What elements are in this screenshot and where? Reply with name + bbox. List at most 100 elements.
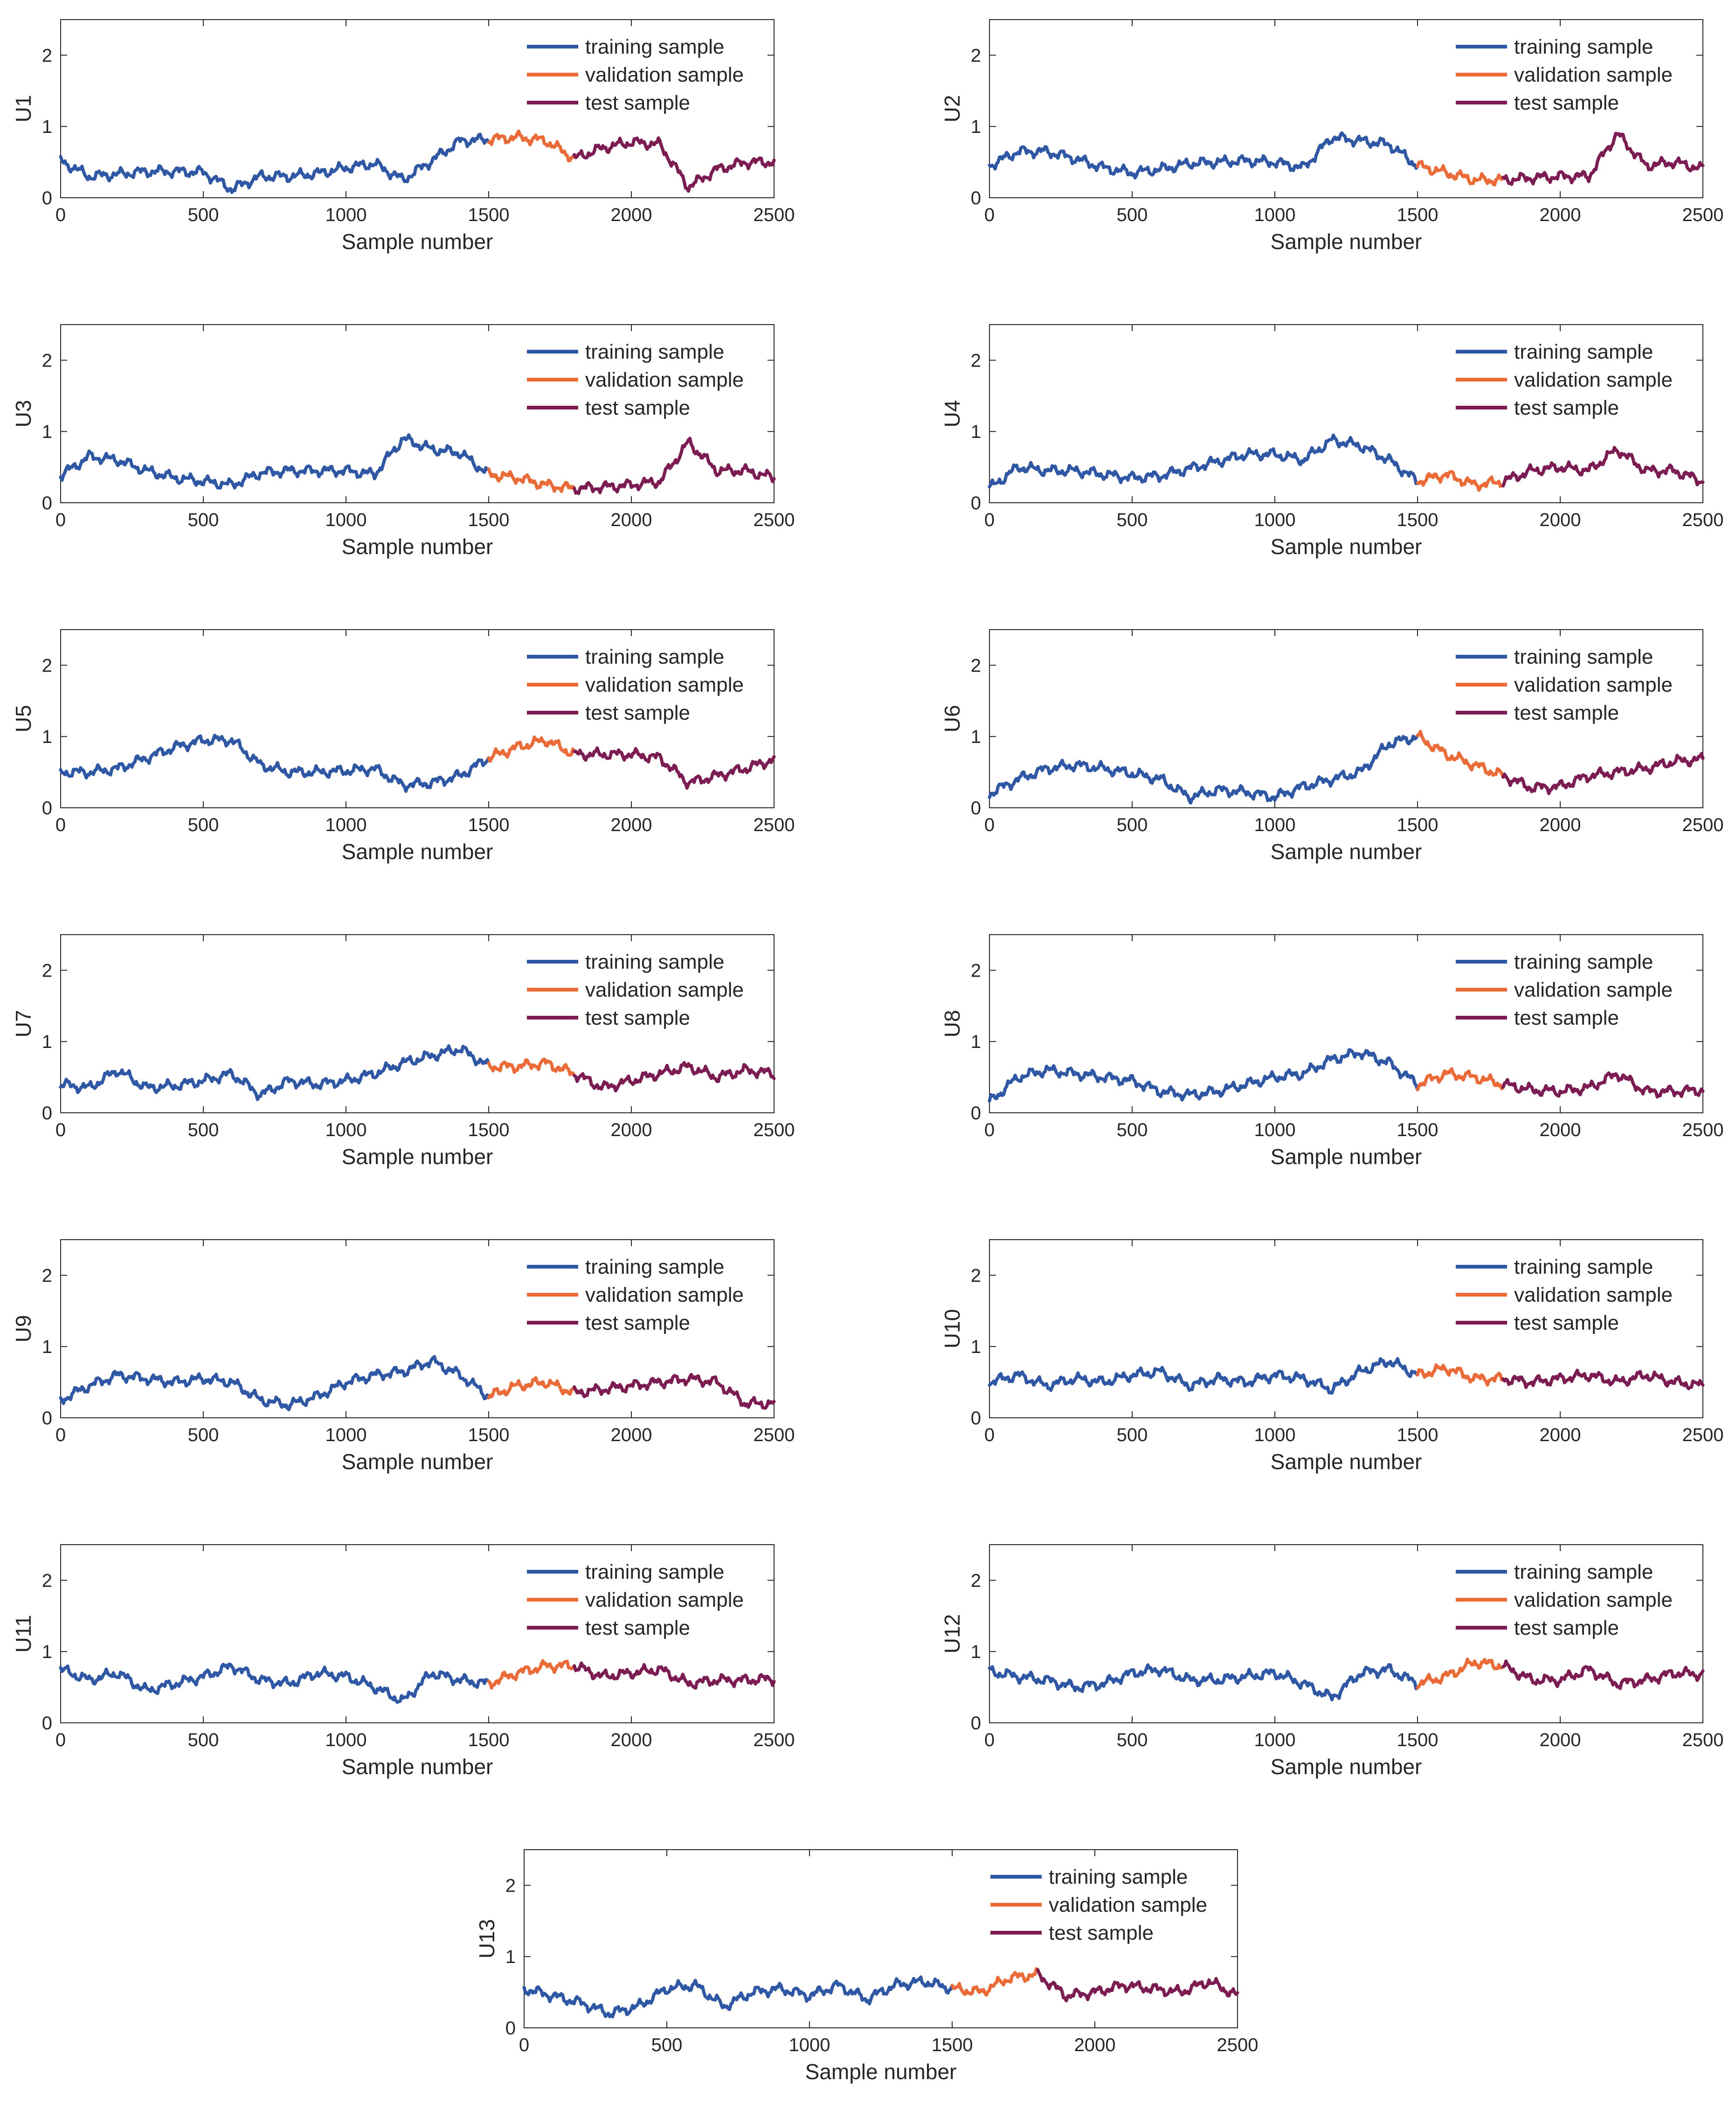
legend-label: training sample — [1514, 1561, 1653, 1583]
x-tick-label: 2000 — [611, 1120, 652, 1140]
x-tick-label: 2500 — [1682, 510, 1724, 530]
x-tick-label: 2500 — [1682, 1425, 1724, 1445]
panel-u10: 0 500 1000 1500 2000 2500 0 1 2 Sample number U10 t… — [940, 1239, 1724, 1474]
axes-box — [60, 324, 775, 503]
validation-series-line — [487, 1659, 576, 1690]
training-series-line — [59, 132, 491, 194]
y-axis-label: U1 — [11, 95, 35, 123]
x-tick-label: 2500 — [754, 815, 795, 835]
x-tick-label: 500 — [188, 1120, 219, 1140]
x-tick-label: 500 — [1117, 1120, 1148, 1140]
x-tick-label: 1000 — [325, 1730, 367, 1750]
x-tick-label: 500 — [188, 205, 219, 225]
legend-label: training sample — [585, 1561, 724, 1583]
legend-label: training sample — [1514, 35, 1653, 58]
legend-label: test sample — [1514, 701, 1619, 724]
y-tick-label: 1 — [505, 1947, 516, 1967]
x-tick-label: 500 — [1117, 510, 1148, 530]
legend-label: validation sample — [1514, 368, 1673, 391]
x-tick-label: 0 — [984, 1730, 995, 1750]
y-axis-label: U10 — [940, 1309, 964, 1348]
x-tick-label: 2000 — [611, 205, 652, 225]
legend-label: test sample — [585, 396, 690, 419]
x-tick-label: 500 — [1117, 815, 1148, 835]
x-tick-label: 1000 — [325, 815, 367, 835]
test-series-line — [1036, 1968, 1239, 2003]
training-series-line — [988, 734, 1419, 805]
validation-series-line — [487, 1376, 576, 1400]
x-tick-label: 500 — [1117, 205, 1148, 225]
y-axis-label: U2 — [940, 95, 964, 123]
x-axis-label: Sample number — [805, 2060, 957, 2084]
x-axis-label: Sample number — [342, 839, 493, 864]
x-tick-label: 500 — [188, 1730, 219, 1750]
legend-label: test sample — [1514, 91, 1619, 114]
legend-label: validation sample — [585, 673, 744, 696]
x-tick-label: 1000 — [1254, 205, 1296, 225]
axes-box — [60, 19, 775, 198]
y-tick-label: 2 — [971, 960, 981, 981]
y-axis-label: U8 — [940, 1010, 964, 1038]
test-series-line — [573, 1661, 776, 1690]
test-series-line — [573, 1373, 776, 1410]
y-tick-label: 2 — [42, 655, 52, 676]
x-axis-label: Sample number — [342, 534, 493, 559]
x-tick-label: 1000 — [325, 1425, 367, 1445]
x-tick-label: 2500 — [1682, 205, 1724, 225]
training-series-line — [59, 433, 491, 490]
x-tick-label: 1500 — [1397, 510, 1439, 530]
y-axis-label: U11 — [11, 1615, 35, 1653]
x-tick-label: 1500 — [1397, 815, 1439, 835]
y-tick-label: 1 — [971, 422, 981, 442]
y-tick-label: 0 — [42, 493, 52, 513]
axes-box — [989, 1239, 1703, 1418]
x-tick-label: 2500 — [1682, 1730, 1724, 1750]
validation-series-line — [1416, 470, 1505, 492]
y-tick-label: 0 — [42, 798, 52, 819]
legend-label: test sample — [1514, 1006, 1619, 1029]
legend: training sample validation sample test sam… — [527, 1561, 744, 1639]
test-series-line — [1501, 1659, 1705, 1690]
y-tick-label: 0 — [42, 188, 52, 208]
training-series-line — [59, 734, 491, 793]
y-axis-label: U6 — [940, 705, 964, 733]
x-tick-label: 2500 — [754, 1425, 795, 1445]
y-tick-label: 0 — [42, 1713, 52, 1734]
training-series-line — [59, 1044, 491, 1101]
test-series-line — [573, 1061, 776, 1093]
y-axis-label: U5 — [11, 705, 35, 733]
legend: training sample validation sample test sam… — [990, 1866, 1207, 1944]
x-tick-label: 0 — [984, 1120, 995, 1140]
x-tick-label: 500 — [651, 2035, 683, 2055]
y-axis-label: U12 — [940, 1614, 964, 1653]
x-tick-label: 1500 — [932, 2035, 973, 2055]
x-tick-label: 1000 — [1254, 510, 1296, 530]
legend-label: validation sample — [585, 978, 744, 1001]
training-series-line — [988, 433, 1419, 489]
y-tick-label: 2 — [971, 1570, 981, 1591]
test-series-line — [573, 136, 776, 193]
x-axis-label: Sample number — [1271, 229, 1422, 254]
legend-label: validation sample — [1514, 978, 1673, 1001]
legend-label: validation sample — [585, 1283, 744, 1306]
axes-box — [60, 629, 775, 808]
x-axis-label: Sample number — [1271, 839, 1422, 864]
test-series-line — [573, 437, 776, 495]
test-series-line — [1501, 446, 1705, 488]
x-tick-label: 2500 — [754, 1730, 795, 1750]
x-tick-label: 2000 — [611, 1730, 652, 1750]
y-tick-label: 0 — [42, 1408, 52, 1429]
legend-label: test sample — [1049, 1922, 1154, 1944]
legend: training sample validation sample test sam… — [527, 340, 744, 419]
training-series-line — [522, 1975, 954, 2019]
x-tick-label: 0 — [984, 815, 995, 835]
legend-label: validation sample — [585, 63, 744, 86]
legend-label: training sample — [1514, 950, 1653, 973]
x-tick-label: 0 — [55, 1120, 66, 1140]
x-axis-label: Sample number — [342, 1145, 493, 1169]
y-tick-label: 1 — [42, 422, 52, 442]
x-tick-label: 0 — [55, 510, 66, 530]
x-tick-label: 2500 — [1682, 1120, 1724, 1140]
x-tick-label: 500 — [1117, 1730, 1148, 1750]
